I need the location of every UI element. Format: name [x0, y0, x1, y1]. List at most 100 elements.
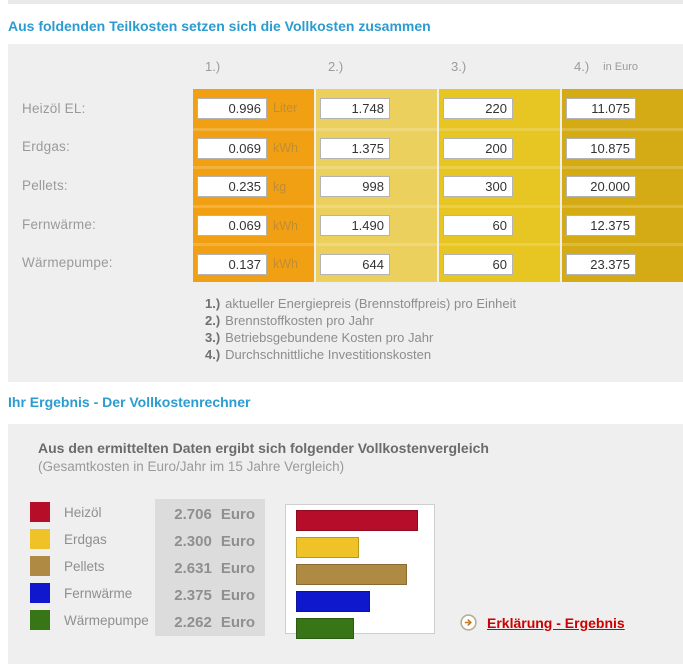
- heizoel-swatch: [30, 502, 50, 522]
- table-cell: kg: [193, 166, 314, 205]
- value-currency: Euro: [220, 559, 255, 577]
- price-input[interactable]: [197, 215, 267, 237]
- result-value: 2.706 Euro: [155, 504, 265, 524]
- pellets-swatch: [30, 556, 50, 576]
- footnote-2: 2.) Brennstoffkosten pro Jahr: [205, 312, 516, 329]
- table-cell: [562, 166, 683, 205]
- result-value: 2.631 Euro: [155, 558, 265, 578]
- investment-input[interactable]: [566, 137, 636, 159]
- legend-item: Erdgas: [30, 529, 149, 549]
- fuel-cost-input[interactable]: [320, 137, 390, 159]
- unit-label: kWh: [273, 218, 298, 233]
- value-currency: Euro: [220, 613, 255, 631]
- result-values-panel: 2.706 Euro 2.300 Euro 2.631 Euro 2.375 Euro …: [155, 499, 265, 636]
- investment-input[interactable]: [566, 176, 636, 198]
- result-value: 2.375 Euro: [155, 585, 265, 605]
- operating-cost-input[interactable]: [443, 215, 513, 237]
- waermepumpe-swatch: [30, 610, 50, 630]
- column-header-4-unit: in Euro: [603, 60, 639, 73]
- table-cell: [562, 204, 683, 244]
- operating-cost-input[interactable]: [443, 137, 513, 159]
- price-input[interactable]: [197, 176, 267, 198]
- legend-label: Erdgas: [64, 531, 107, 547]
- unit-label: Liter: [273, 101, 298, 116]
- price-input[interactable]: [197, 137, 267, 159]
- footnote-3: 3.) Betriebsgebundene Kosten pro Jahr: [205, 329, 516, 346]
- arrow-circle-icon: [460, 614, 477, 631]
- fuel-cost-input[interactable]: [320, 176, 390, 198]
- table-cell: [439, 89, 560, 128]
- result-value: 2.300 Euro: [155, 531, 265, 551]
- footnote-marker: 4.): [205, 347, 221, 362]
- value-amount: 2.706: [174, 505, 212, 523]
- chart-bar-pellets: [296, 564, 407, 585]
- table-cell: [562, 89, 683, 128]
- legend-label: Wärmepumpe: [64, 612, 149, 628]
- table-cell: [562, 127, 683, 167]
- legend-item: Wärmepumpe: [30, 610, 149, 630]
- table-cell: [562, 243, 683, 282]
- value-amount: 2.631: [174, 559, 212, 577]
- row-label-waermepumpe: Wärmepumpe:: [22, 255, 113, 271]
- footnote-marker: 1.): [205, 296, 221, 311]
- footnotes: 1.) aktueller Energiepreis (Brennstoffpre…: [205, 295, 516, 363]
- operating-cost-input[interactable]: [443, 253, 513, 275]
- erdgas-swatch: [30, 529, 50, 549]
- price-input[interactable]: [197, 97, 267, 119]
- chart-legend: Heizöl Erdgas Pellets Fernwärme Wärmepum…: [30, 502, 149, 637]
- fuel-cost-input[interactable]: [320, 253, 390, 275]
- footnote-marker: 3.): [205, 330, 221, 345]
- investment-input[interactable]: [566, 97, 636, 119]
- table-cell: Liter: [193, 89, 314, 128]
- unit-label: kWh: [273, 141, 298, 156]
- footnote-marker: 2.): [205, 313, 221, 328]
- fuel-cost-input[interactable]: [320, 97, 390, 119]
- row-label-pellets: Pellets:: [22, 177, 68, 193]
- investment-input[interactable]: [566, 253, 636, 275]
- table-cell: kWh: [193, 243, 314, 282]
- unit-label: kg: [273, 179, 287, 194]
- bar-chart: [285, 504, 435, 639]
- value-amount: 2.300: [174, 532, 212, 550]
- explanation-link[interactable]: Erklärung - Ergebnis: [460, 614, 625, 631]
- chart-bar-waermepumpe: [296, 618, 354, 639]
- legend-label: Fernwärme: [64, 585, 133, 601]
- unit-label: kWh: [273, 257, 298, 272]
- chart-bar-erdgas: [296, 537, 360, 558]
- fernwaerme-swatch: [30, 583, 50, 603]
- table-cell: [316, 204, 437, 244]
- table-cell: [439, 127, 560, 167]
- table-cell: [439, 243, 560, 282]
- section2-title: Ihr Ergebnis - Der Vollkostenrechner: [8, 394, 251, 410]
- row-label-heizoel: Heizöl EL:: [22, 100, 86, 116]
- chart-bar-fernwaerme: [296, 591, 370, 612]
- section1-title: Aus foldenden Teilkosten setzen sich die…: [8, 18, 431, 34]
- legend-item: Heizöl: [30, 502, 149, 522]
- value-amount: 2.375: [174, 586, 212, 604]
- column-header-4-number: 4.): [574, 59, 590, 74]
- fuel-cost-input[interactable]: [320, 215, 390, 237]
- row-label-erdgas: Erdgas:: [22, 139, 70, 155]
- table-cell: [439, 166, 560, 205]
- table-cell: [316, 127, 437, 167]
- chart-bar-heizoel: [296, 510, 418, 531]
- top-divider: [8, 0, 683, 4]
- legend-label: Heizöl: [64, 504, 102, 520]
- operating-cost-input[interactable]: [443, 97, 513, 119]
- footnote-text: Brennstoffkosten pro Jahr: [225, 313, 374, 328]
- footnote-text: Durchschnittliche Investitionskosten: [225, 347, 432, 362]
- table-cell: [316, 166, 437, 205]
- table-cell: kWh: [193, 204, 314, 244]
- cost-table: 1.) 2.) 3.) 4.) in Euro Heizöl EL: Liter…: [8, 44, 683, 282]
- legend-item: Pellets: [30, 556, 149, 576]
- footnote-4: 4.) Durchschnittliche Investitionskosten: [205, 346, 516, 363]
- investment-input[interactable]: [566, 215, 636, 237]
- legend-label: Pellets: [64, 558, 105, 574]
- result-value: 2.262 Euro: [155, 612, 265, 632]
- footnote-1: 1.) aktueller Energiepreis (Brennstoffpre…: [205, 295, 516, 312]
- footnote-text: Betriebsgebundene Kosten pro Jahr: [225, 330, 434, 345]
- result-intro-sub: (Gesamtkosten in Euro/Jahr im 15 Jahre V…: [38, 459, 345, 474]
- price-input[interactable]: [197, 253, 267, 275]
- operating-cost-input[interactable]: [443, 176, 513, 198]
- table-cell: [316, 243, 437, 282]
